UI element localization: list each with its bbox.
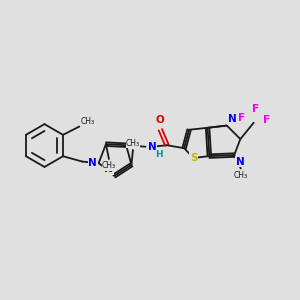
Text: N: N — [228, 114, 237, 124]
Text: N: N — [236, 157, 244, 166]
Text: N: N — [88, 158, 97, 168]
Text: CH₃: CH₃ — [126, 139, 140, 148]
Text: O: O — [156, 115, 165, 125]
Text: F: F — [263, 116, 270, 125]
Text: N: N — [148, 142, 157, 152]
Text: S: S — [190, 153, 197, 163]
Text: CH₃: CH₃ — [234, 171, 248, 180]
Text: H: H — [155, 150, 163, 159]
Text: F: F — [252, 104, 259, 114]
Text: F: F — [238, 113, 245, 123]
Text: N: N — [104, 164, 113, 174]
Text: CH₃: CH₃ — [102, 161, 116, 170]
Text: CH₃: CH₃ — [81, 117, 95, 126]
